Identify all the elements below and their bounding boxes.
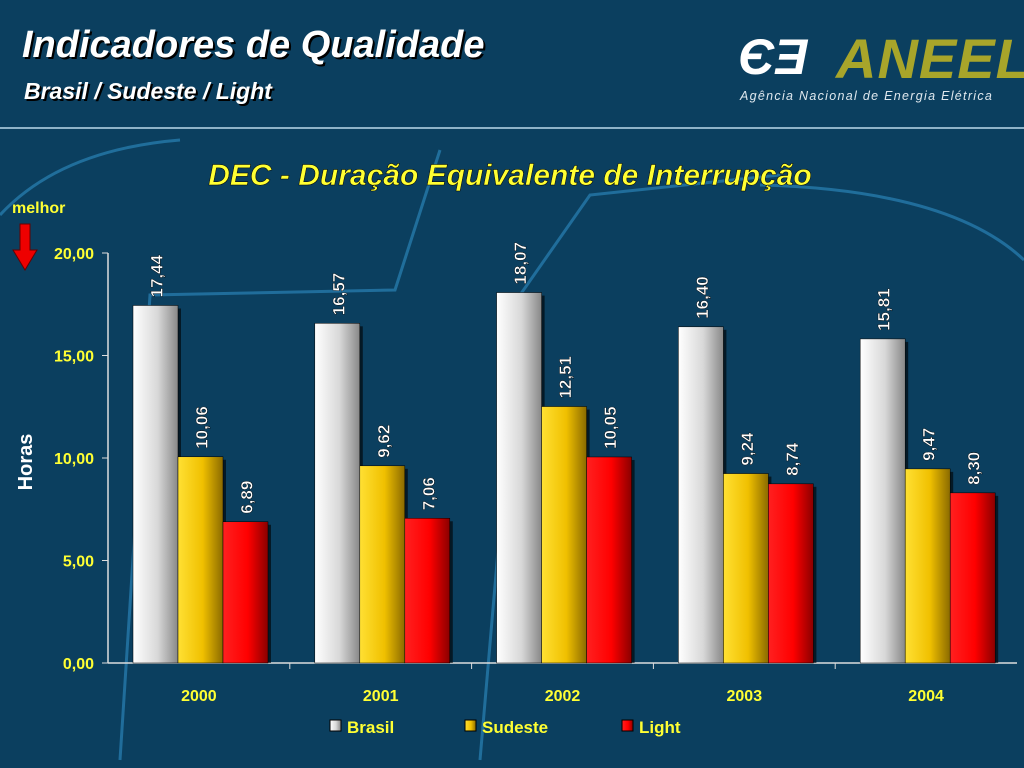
legend-label: Brasil xyxy=(347,718,394,737)
data-label: 18,07 xyxy=(511,242,530,285)
y-tick-label: 5,00 xyxy=(63,554,94,571)
data-label: 9,62 xyxy=(374,425,393,458)
data-label: 12,51 xyxy=(556,356,575,399)
bar-sudeste-2003 xyxy=(723,473,769,664)
x-tick-label: 2001 xyxy=(363,688,399,705)
y-axis-label: Horas xyxy=(15,434,37,491)
x-tick-label: 2004 xyxy=(908,688,944,705)
data-label: 17,44 xyxy=(148,254,167,297)
bar-light-2000 xyxy=(222,521,269,664)
aneel-logo-mark-icon: ЄƎ xyxy=(738,29,808,85)
data-label: 15,81 xyxy=(875,288,894,331)
data-label: 9,24 xyxy=(738,432,757,466)
data-label: 8,74 xyxy=(783,442,802,476)
down-arrow-icon xyxy=(12,223,38,271)
data-label: 7,06 xyxy=(419,477,438,510)
bar-light-2004 xyxy=(949,492,996,664)
legend-label: Sudeste xyxy=(482,718,548,737)
logo-tagline: Agência Nacional de Energia Elétrica xyxy=(740,89,994,103)
bar-brasil-2003 xyxy=(678,326,724,664)
better-annotation: melhor xyxy=(12,200,65,217)
bar-brasil-2001 xyxy=(314,323,361,664)
bar-brasil-2004 xyxy=(859,338,906,664)
chart-title: DEC - Duração Equivalente de Interrupção xyxy=(208,159,811,192)
x-tick-label: 2003 xyxy=(727,688,763,705)
y-tick-label: 10,00 xyxy=(54,451,94,468)
header-divider xyxy=(0,127,1024,129)
aneel-logo: ЄƎ ANEEL Agência Nacional de Energia Elé… xyxy=(738,27,1024,108)
data-label: 9,47 xyxy=(920,428,939,461)
legend-swatch-light xyxy=(621,719,634,732)
page-title: Indicadores de Qualidade xyxy=(22,24,485,66)
bar-sudeste-2001 xyxy=(359,465,406,664)
x-tick-label: 2002 xyxy=(545,688,581,705)
data-label: 6,89 xyxy=(238,481,257,514)
bar-sudeste-2000 xyxy=(177,456,224,664)
logo-name: ANEEL xyxy=(836,27,1024,90)
bar-brasil-2002 xyxy=(496,292,542,664)
bar-sudeste-2004 xyxy=(904,468,951,664)
y-tick-label: 15,00 xyxy=(54,349,94,366)
bar-brasil-2000 xyxy=(132,305,179,664)
data-label: 16,40 xyxy=(693,276,712,319)
y-tick-label: 0,00 xyxy=(63,656,94,673)
data-label: 10,05 xyxy=(601,406,620,449)
data-label: 8,30 xyxy=(965,452,984,485)
bar-light-2001 xyxy=(404,518,451,664)
y-tick-label: 20,00 xyxy=(54,246,94,263)
bar-light-2002 xyxy=(586,456,632,664)
page-subtitle: Brasil / Sudeste / Light xyxy=(24,78,272,104)
data-label: 10,06 xyxy=(193,406,212,449)
bar-sudeste-2002 xyxy=(541,406,587,664)
bar-light-2003 xyxy=(768,483,814,664)
legend-swatch-brasil xyxy=(329,719,342,732)
legend-swatch-sudeste xyxy=(464,719,477,732)
legend-label: Light xyxy=(639,718,681,737)
data-label: 16,57 xyxy=(329,273,348,316)
x-tick-label: 2000 xyxy=(181,688,217,705)
